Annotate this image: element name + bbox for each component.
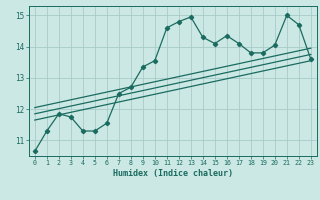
X-axis label: Humidex (Indice chaleur): Humidex (Indice chaleur)	[113, 169, 233, 178]
